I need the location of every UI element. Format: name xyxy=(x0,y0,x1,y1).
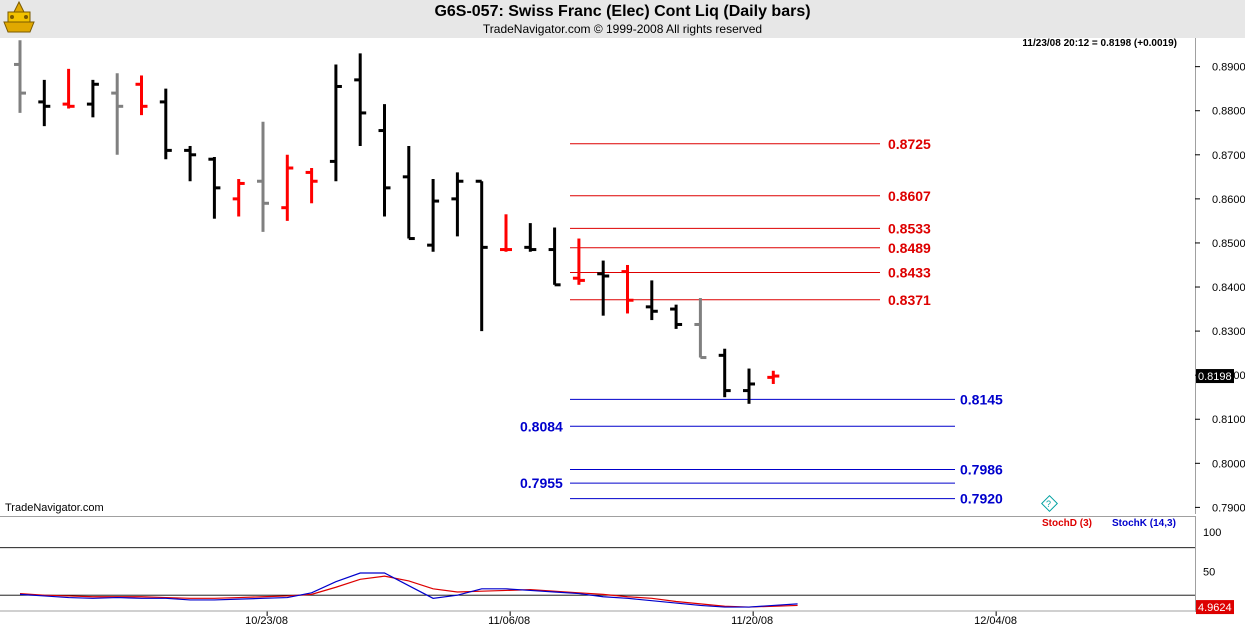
stoch-current-tag xyxy=(1196,600,1234,615)
price-axis-label: 0.8100 xyxy=(1212,414,1245,426)
fib-level-label: 0.8433 xyxy=(888,264,931,280)
fib-level-label: 0.8725 xyxy=(888,136,931,152)
help-diamond-icon xyxy=(1041,495,1058,512)
fib-level-label: 0.7920 xyxy=(960,491,1003,507)
stoch-current-label: 4.9624 xyxy=(1198,602,1232,614)
price-axis-label: 0.8800 xyxy=(1212,106,1245,118)
price-axis-label: 0.8700 xyxy=(1212,150,1245,162)
price-axis-label: 0.8900 xyxy=(1212,62,1245,74)
price-axis-label: 0.8600 xyxy=(1212,194,1245,206)
price-axis-label: 0.8000 xyxy=(1212,458,1245,470)
price-panel xyxy=(0,38,1196,514)
date-axis-label: 12/04/08 xyxy=(974,615,1017,627)
fib-level-label: 0.8607 xyxy=(888,188,931,204)
fib-level-label: 0.8533 xyxy=(888,220,931,236)
stochastic-panel xyxy=(0,516,1196,612)
price-axis-label: 0.8300 xyxy=(1212,326,1245,338)
stoch-axis-label: 50 xyxy=(1203,566,1215,578)
current-price-tag xyxy=(1196,369,1234,384)
chart-title: G6S-057: Swiss Franc (Elec) Cont Liq (Da… xyxy=(434,3,811,20)
fib-level-label: 0.8084 xyxy=(520,418,563,434)
stoch-legend-item: StochD (3) xyxy=(1042,518,1092,529)
stochd-line xyxy=(19,575,798,608)
fib-level-label: 0.8371 xyxy=(888,292,931,308)
price-timestamp: 11/23/08 20:12 = 0.8198 (+0.0019) xyxy=(1022,38,1177,49)
brand-label: TradeNavigator.com xyxy=(5,502,104,514)
fib-level-label: 0.7955 xyxy=(520,475,563,491)
price-axis-label: 0.8500 xyxy=(1212,238,1245,250)
stoch-legend-item: StochK (14,3) xyxy=(1112,518,1176,529)
price-axis-label: 0.7900 xyxy=(1212,502,1245,514)
chart-subtitle: TradeNavigator.com © 1999-2008 All right… xyxy=(482,22,763,36)
trade-navigator-logo-icon xyxy=(0,0,38,36)
fib-level-label: 0.7986 xyxy=(960,461,1003,477)
date-axis-label: 10/23/08 xyxy=(245,615,288,627)
stochk-line xyxy=(19,572,798,608)
help-icon-glyph: ? xyxy=(1046,499,1051,509)
fib-level-label: 0.8145 xyxy=(960,391,1003,407)
current-price-label: 0.8198 xyxy=(1198,371,1232,383)
stoch-axis-label: 100 xyxy=(1203,527,1221,539)
chart-header xyxy=(0,0,1245,38)
fib-level-label: 0.8489 xyxy=(888,240,931,256)
date-axis-label: 11/06/08 xyxy=(488,615,530,627)
date-axis-label: 11/20/08 xyxy=(731,615,773,627)
price-axis-label: 0.8400 xyxy=(1212,282,1245,294)
